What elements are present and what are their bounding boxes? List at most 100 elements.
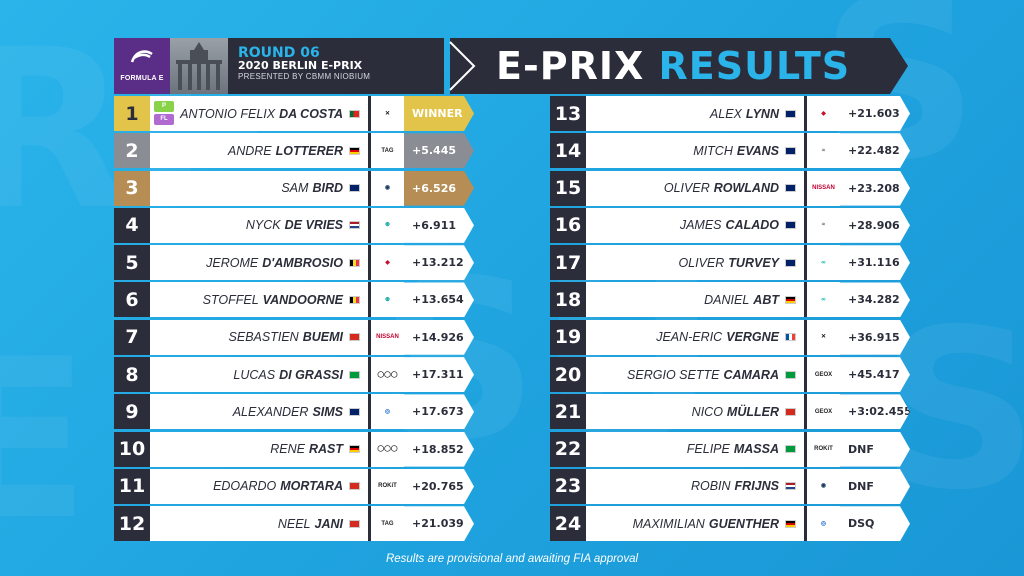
driver-first-name: FELIPE: [686, 442, 730, 457]
driver-name: DANIEL ABT: [586, 282, 804, 318]
position-number: 2: [114, 133, 150, 169]
position-number: 16: [550, 207, 586, 243]
audi-icon: ◯◯◯: [368, 357, 404, 393]
time-gap: +22.482: [840, 133, 910, 168]
bmw-icon: ◎: [804, 506, 840, 542]
driver-first-name: ANDRE: [227, 143, 272, 158]
geox-dragon-icon: GEOX: [804, 394, 840, 430]
techeetah-icon: ✕: [804, 319, 840, 355]
mercedes-icon: ⊛: [368, 282, 404, 318]
time-gap: +23.208: [840, 171, 910, 206]
position-number: 18: [550, 282, 586, 318]
position-number: 14: [550, 133, 586, 169]
fastest-lap-badge: FL: [154, 114, 174, 125]
driver-last-name: RAST: [308, 442, 343, 457]
uk-flag-icon: [785, 109, 796, 118]
position-number: 15: [550, 170, 586, 206]
uk-flag-icon: [349, 184, 360, 193]
driver-last-name: SIMS: [312, 404, 343, 419]
driver-last-name: ROWLAND: [713, 181, 779, 196]
driver-first-name: NEEL: [277, 516, 311, 531]
race-name: 2020 BERLIN E-PRIX: [238, 59, 363, 72]
driver-name: ANDRE LOTTERER: [150, 133, 368, 169]
time-gap: +6.526: [404, 171, 474, 206]
pole-position-badge: P: [154, 101, 174, 112]
nio-icon: ∞: [804, 245, 840, 281]
time-gap: +14.926: [404, 320, 474, 355]
result-row: 13 ALEX LYNN ◆ +21.603: [550, 96, 910, 131]
position-number: 6: [114, 282, 150, 318]
result-row: 7 SEBASTIEN BUEMI NISSAN +14.926: [114, 319, 474, 355]
driver-name: SAM BIRD: [150, 170, 368, 206]
page-title: E-PRIX RESULTS: [496, 46, 850, 86]
time-gap: +21.039: [404, 506, 474, 541]
time-gap: DNF: [840, 469, 910, 504]
result-row: 17 OLIVER TURVEY ∞ +31.116: [550, 245, 910, 281]
position-number: 5: [114, 245, 150, 281]
time-gap: +3:02.455: [840, 394, 910, 429]
driver-first-name: NYCK: [245, 218, 281, 233]
switzerland-flag-icon: [349, 333, 360, 342]
driver-last-name: ABT: [753, 292, 779, 307]
position-number: 17: [550, 245, 586, 281]
award-tags: P FL: [154, 101, 174, 127]
chevron-divider-icon: [449, 41, 476, 91]
techeetah-icon: ✕: [368, 96, 404, 131]
result-row: 14 MITCH EVANS ≈ +22.482: [550, 133, 910, 169]
france-flag-icon: [785, 333, 796, 342]
belgium-flag-icon: [349, 258, 360, 267]
bmw-icon: ◎: [368, 394, 404, 430]
driver-last-name: CALADO: [725, 218, 779, 233]
position-number: 22: [550, 431, 586, 467]
time-gap: DNF: [840, 432, 910, 467]
driver-name: JAMES CALADO: [586, 207, 804, 243]
driver-first-name: NICO: [691, 404, 723, 419]
position-number: 13: [550, 96, 586, 131]
mercedes-icon: ⊛: [368, 207, 404, 243]
nissan-icon: NISSAN: [368, 319, 404, 355]
bg-letters: E: [0, 312, 91, 568]
driver-first-name: SEBASTIEN: [228, 330, 299, 345]
formula-e-mark-icon: [130, 50, 153, 63]
germany-flag-icon: [785, 295, 796, 304]
porsche-icon: TAG: [368, 133, 404, 169]
time-gap: +45.417: [840, 357, 910, 392]
driver-last-name: BUEMI: [302, 330, 343, 345]
result-row: 11 EDOARDO MORTARA ROKiT +20.765: [114, 468, 474, 504]
position-number: 11: [114, 468, 150, 504]
result-row: 23 ROBIN FRIJNS ◉ DNF: [550, 468, 910, 504]
nio-icon: ∞: [804, 282, 840, 318]
driver-last-name: VERGNE: [726, 330, 779, 345]
driver-name: LUCAS DI GRASSI: [150, 357, 368, 393]
mahindra-icon: ◆: [368, 245, 404, 281]
driver-name: RENE RAST: [150, 431, 368, 467]
result-row: 5 JEROME D'AMBROSIO ◆ +13.212: [114, 245, 474, 281]
driver-last-name: DA COSTA: [279, 106, 343, 121]
driver-first-name: EDOARDO: [213, 479, 277, 494]
driver-name: ALEX LYNN: [586, 96, 804, 131]
position-number: 1: [114, 96, 150, 131]
netherlands-flag-icon: [349, 221, 360, 230]
jaguar-icon: ≈: [804, 207, 840, 243]
driver-first-name: JAMES: [679, 218, 722, 233]
venturi-icon: ROKiT: [368, 468, 404, 504]
result-row: 12 NEEL JANI TAG +21.039: [114, 506, 474, 542]
driver-last-name: D'AMBROSIO: [262, 255, 343, 270]
time-gap: +13.212: [404, 245, 474, 280]
switzerland-flag-icon: [349, 519, 360, 528]
driver-last-name: DI GRASSI: [279, 367, 343, 382]
result-row: 19 JEAN-ERIC VERGNE ✕ +36.915: [550, 319, 910, 355]
driver-name: MAXIMILIAN GUENTHER: [586, 506, 804, 542]
result-row: 22 FELIPE MASSA ROKiT DNF: [550, 431, 910, 467]
title-part2: RESULTS: [658, 44, 851, 88]
driver-first-name: ALEXANDER: [232, 404, 309, 419]
presented-by: PRESENTED BY CBMM NIOBIUM: [238, 72, 371, 81]
driver-last-name: LOTTERER: [275, 143, 343, 158]
porsche-icon: TAG: [368, 506, 404, 542]
newzealand-flag-icon: [785, 146, 796, 155]
switzerland-flag-icon: [349, 482, 360, 491]
envision-icon: ◉: [368, 170, 404, 206]
driver-name: SEBASTIEN BUEMI: [150, 319, 368, 355]
switzerland-flag-icon: [785, 407, 796, 416]
brandenburg-gate-image: [170, 38, 228, 94]
